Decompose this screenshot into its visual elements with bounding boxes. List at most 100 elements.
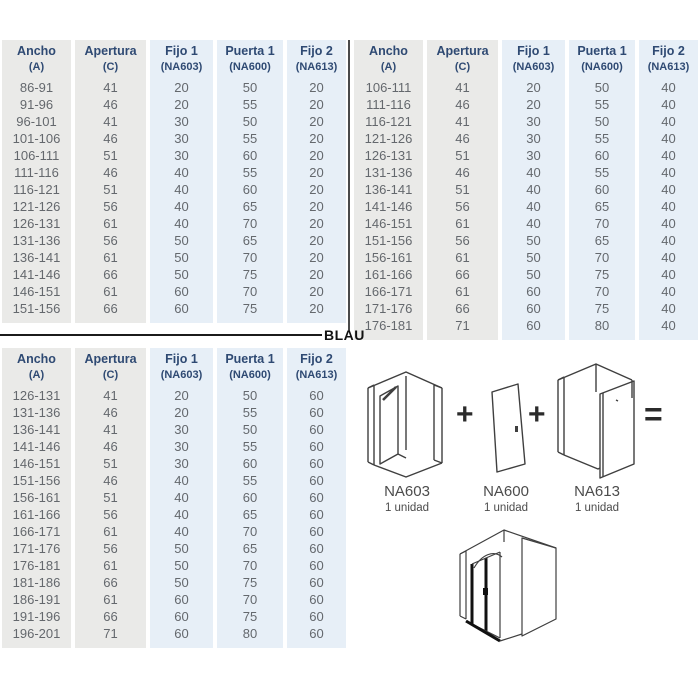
component-quantity: 1 unidad	[483, 502, 529, 514]
table-cell: 181-186	[12, 575, 61, 590]
table-cell: 70	[594, 216, 610, 231]
table-cell: 20	[309, 80, 324, 95]
column-header-sub: (NA600)	[229, 61, 271, 73]
na603-diagram	[362, 366, 448, 480]
table-cell: 156-161	[12, 490, 61, 505]
table-cell: 166-171	[364, 284, 413, 299]
table-cell: 60	[242, 182, 258, 197]
table-cell: 65	[242, 199, 258, 214]
table-cell: 60	[309, 405, 324, 420]
table-cell: 61	[455, 284, 470, 299]
column-header-label: Apertura	[84, 352, 137, 366]
table-cell: 20	[309, 114, 324, 129]
column-header-sub: (NA600)	[229, 369, 271, 381]
blau-series-label: BLAU	[324, 327, 365, 343]
table-cell: 75	[242, 267, 258, 282]
column-header-ancho: Ancho (A)	[354, 40, 423, 79]
table-cell: 60	[309, 456, 324, 471]
table-cell: 60	[309, 626, 324, 641]
table-cell: 50	[174, 575, 189, 590]
column-header-fijo2: Fijo 2 (NA613)	[639, 40, 698, 79]
column-puerta1: Puerta 1 (NA600) 50 55 50 55 60 55 60 65 70 65 70 75 7…	[569, 40, 635, 340]
table-cell: 86-91	[19, 80, 54, 95]
table-cell: 41	[103, 422, 118, 437]
table-cell: 50	[174, 267, 189, 282]
table-cell: 55	[594, 165, 610, 180]
table-cell: 70	[594, 250, 610, 265]
table-cell: 40	[661, 250, 676, 265]
table-cell: 50	[174, 541, 189, 556]
column-header-sub: (NA613)	[647, 61, 690, 73]
table-cell: 50	[174, 558, 189, 573]
table-cell: 60	[309, 439, 324, 454]
table-cell: 40	[661, 114, 676, 129]
column-header-sub: (NA613)	[295, 61, 338, 73]
table-cell: 60	[309, 422, 324, 437]
table-cell: 161-166	[364, 267, 413, 282]
table-cell: 66	[103, 609, 118, 624]
table-cell: 20	[309, 97, 324, 112]
table-cell: 171-176	[12, 541, 61, 556]
table-cell: 75	[242, 301, 258, 316]
column-ancho: Ancho (A) 106-111 111-116 116-121 121-126 126-…	[354, 40, 423, 340]
table-cell: 60	[526, 284, 541, 299]
table-cell: 40	[174, 216, 189, 231]
column-header-label: Fijo 1	[165, 352, 198, 366]
table-cell: 55	[242, 405, 258, 420]
column-header-label: Fijo 2	[300, 44, 333, 58]
table-cell: 176-181	[364, 318, 413, 333]
table-cell: 20	[174, 97, 189, 112]
column-header-fijo2: Fijo 2 (NA613)	[287, 348, 346, 387]
table-cell: 60	[309, 558, 324, 573]
table-cell: 126-131	[364, 148, 413, 163]
table-cell: 65	[242, 233, 258, 248]
column-header-ancho: Ancho (A)	[2, 40, 71, 79]
column-header-label: Fijo 1	[517, 44, 550, 58]
column-fijo1: Fijo 1 (NA603) 20 20 30 30 30 40 40 40 40 50 50 50 60 6…	[502, 40, 565, 340]
table-cell: 166-171	[12, 524, 61, 539]
table-cell: 60	[309, 490, 324, 505]
table-cell: 20	[309, 284, 324, 299]
table-cell: 50	[526, 267, 541, 282]
component-label-na600: NA600 1 unidad	[461, 483, 551, 515]
table-cell: 40	[174, 182, 189, 197]
table-cell: 60	[174, 626, 189, 641]
table-cell: 91-96	[19, 97, 54, 112]
column-apertura: Apertura (C) 41 46 41 46 51 46 51 56 61 56 61 66 61 66	[75, 40, 146, 323]
table-cell: 171-176	[364, 301, 413, 316]
table-cell: 121-126	[364, 131, 413, 146]
table-cell: 46	[103, 131, 118, 146]
table-cell: 60	[309, 592, 324, 607]
table-cell: 40	[661, 148, 676, 163]
table-cell: 66	[455, 301, 470, 316]
column-header-fijo2: Fijo 2 (NA613)	[287, 40, 346, 79]
table-cell: 20	[526, 97, 541, 112]
na600-diagram	[484, 380, 530, 474]
table-cell: 46	[103, 165, 118, 180]
column-header-apertura: Apertura (C)	[427, 40, 498, 79]
table-cell: 186-191	[12, 592, 61, 607]
table-cell: 131-136	[12, 405, 61, 420]
table-cell: 40	[174, 473, 189, 488]
table-cell: 70	[242, 216, 258, 231]
column-header-sub: (NA603)	[512, 61, 555, 73]
column-header-apertura: Apertura (C)	[75, 40, 146, 79]
table-cell: 55	[242, 131, 258, 146]
table-cell: 20	[309, 267, 324, 282]
table-cell: 51	[103, 182, 118, 197]
plus-icon: +	[528, 398, 546, 431]
table-cell: 20	[309, 165, 324, 180]
table-cell: 61	[103, 592, 118, 607]
column-fijo2: Fijo 2 (NA613) 40 40 40 40 40 40 40 40 40 40 40 40 40 4…	[639, 40, 698, 340]
table-cell: 46	[455, 97, 470, 112]
table-cell: 161-166	[12, 507, 61, 522]
table-cell: 106-111	[365, 80, 412, 95]
column-header-label: Fijo 1	[165, 44, 198, 58]
na613-diagram	[552, 362, 642, 482]
table-cell: 126-131	[12, 388, 61, 403]
column-puerta1: Puerta 1 (NA600) 50 55 50 55 60 55 60 65 70 65 70 75 7…	[217, 348, 283, 648]
table-cell: 111-116	[14, 165, 59, 180]
table-cell: 30	[174, 131, 189, 146]
column-header-sub: (NA613)	[295, 369, 338, 381]
table-cell: 20	[174, 80, 189, 95]
